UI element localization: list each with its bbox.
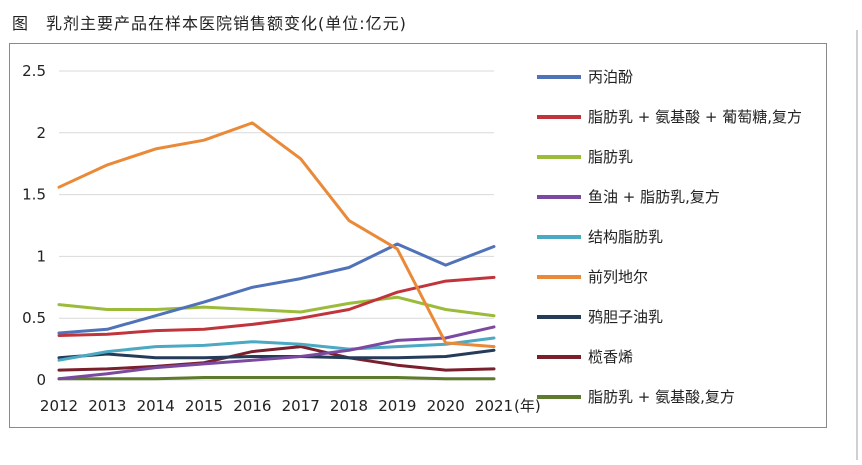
legend-label: 前列地尔 [588, 268, 648, 286]
y-tick-label: 2 [36, 124, 46, 142]
y-tick-label: 0 [36, 371, 46, 389]
x-tick-label: 2012 [40, 397, 78, 415]
legend-label: 鱼油 + 脂肪乳,复方 [588, 188, 720, 206]
y-tick-label: 1.5 [22, 186, 46, 204]
legend-label: 脂肪乳 + 氨基酸 + 葡萄糖,复方 [588, 108, 802, 126]
series-line [57, 121, 496, 349]
series-line [57, 325, 496, 381]
y-tick-label: 2.5 [22, 62, 46, 80]
legend-label: 结构脂肪乳 [588, 228, 663, 246]
series-lines [57, 121, 496, 381]
x-tick-label: 2016 [233, 397, 271, 415]
series-line [57, 376, 496, 381]
legend-label: 榄香烯 [588, 348, 633, 366]
x-tick-label: 2017 [282, 397, 320, 415]
series-line [57, 336, 496, 362]
x-axis-label: (年) [514, 397, 541, 415]
legend-label: 脂肪乳 [588, 148, 633, 166]
x-tick-label: 2019 [378, 397, 416, 415]
x-tick-label: 2020 [427, 397, 465, 415]
series-line [57, 275, 496, 337]
y-tick-labels: 0 0.5 1 1.5 2 2.5 [22, 62, 46, 389]
y-tick-label: 0.5 [22, 309, 46, 327]
chart-frame [9, 43, 827, 428]
x-tick-label: 2014 [137, 397, 175, 415]
x-tick-label: 2021 [475, 397, 513, 415]
legend-label: 丙泊酚 [588, 68, 633, 86]
y-tick-label: 1 [36, 247, 46, 265]
series-line [57, 348, 496, 360]
x-tick-labels: 2012 2013 2014 2015 2016 2017 2018 2019 2020 2021… [40, 397, 541, 415]
legend-label: 鸦胆子油乳 [588, 308, 663, 326]
series-line [57, 295, 496, 318]
x-tick-label: 2018 [330, 397, 368, 415]
gridlines [59, 70, 494, 381]
x-tick-label: 2015 [185, 397, 223, 415]
series-line [57, 242, 496, 335]
legend-label: 脂肪乳 + 氨基酸,复方 [588, 388, 735, 406]
series-line [57, 345, 496, 372]
page-edge-divider [856, 30, 858, 460]
figure-title: 图 乳剂主要产品在样本医院销售额变化(单位:亿元) [12, 14, 407, 33]
x-tick-label: 2013 [88, 397, 126, 415]
